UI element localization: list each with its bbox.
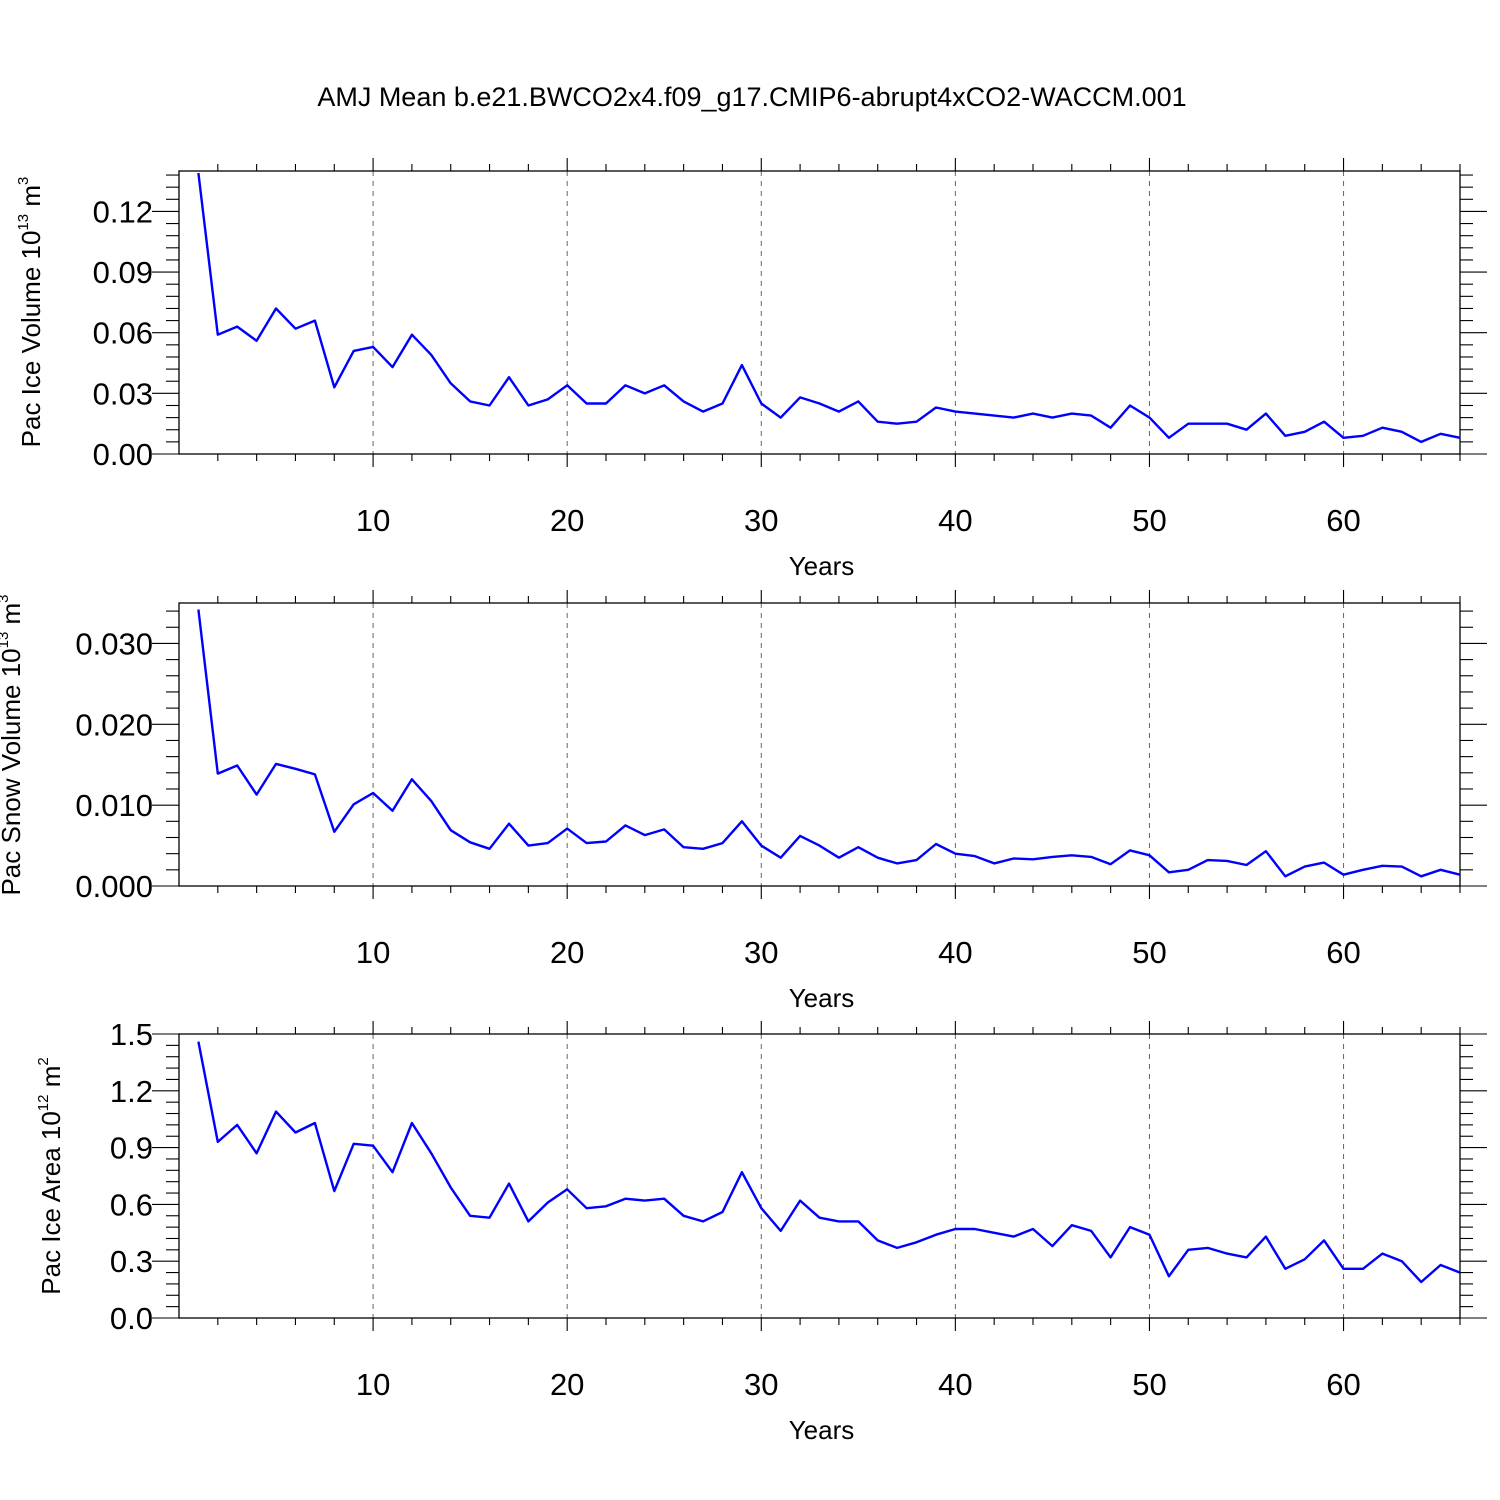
panel-3-x-tick-label: 10	[356, 1367, 390, 1402]
panel-2-x-tick-label: 60	[1326, 935, 1360, 970]
panel-2-y-axis-label-text: m	[0, 603, 26, 632]
panel-1-y-tick-label: 0.06	[93, 316, 153, 351]
panel-3-y-tick-label: 0.6	[110, 1187, 153, 1222]
panel-3-x-tick-label: 60	[1326, 1367, 1360, 1402]
panel-3-x-axis-label: Years	[789, 1415, 855, 1445]
panel-3-y-tick-label: 0.3	[110, 1244, 153, 1279]
panel-3-x-tick-label: 20	[550, 1367, 584, 1402]
panel-3-y-tick-label: 1.5	[110, 1017, 153, 1052]
panel-3-y-axis-label-text: Pac Ice Area 10	[36, 1111, 66, 1295]
panel-1-plot-frame	[178, 170, 1461, 455]
panel-2-x-tick-label: 50	[1132, 935, 1166, 970]
panel-1-y-axis-label: Pac Ice Volume 1013 m3	[15, 177, 46, 448]
panel-3-series-line	[197, 1041, 1461, 1284]
panel-3-x-tick-label: 40	[938, 1367, 972, 1402]
panel-2-x-tick-label: 40	[938, 935, 972, 970]
panel-2-y-tick-label: 0.000	[75, 869, 153, 904]
panel-3-y-axis-label-text: m	[36, 1066, 66, 1095]
panel-3-x-tick-label: 50	[1132, 1367, 1166, 1402]
panel-1-y-axis-label-superscript: 3	[15, 177, 32, 185]
panel-1-y-tick-label: 0.00	[93, 437, 153, 472]
panel-3-y-tick-label: 0.9	[110, 1131, 153, 1166]
panel-1-y-tick-label: 0.09	[93, 255, 153, 290]
panel-2-y-axis-label-superscript: 13	[0, 632, 12, 649]
panel-1-x-tick-label: 40	[938, 503, 972, 538]
panel-3-y-axis-label-superscript: 2	[35, 1057, 52, 1065]
panel-1-x-tick-label: 60	[1326, 503, 1360, 538]
panel-2-y-axis-label-superscript: 3	[0, 594, 12, 602]
panel-3-y-axis-label: Pac Ice Area 1012 m2	[35, 1057, 66, 1294]
panel-1-y-axis-label-text: Pac Ice Volume 10	[16, 231, 46, 448]
panel-2-y-axis-label-text: Pac Snow Volume 10	[0, 648, 26, 895]
panel-1-x-axis-label: Years	[789, 551, 855, 581]
panel-2-y-tick-label: 0.030	[75, 626, 153, 661]
panel-3-plot-frame	[178, 1033, 1461, 1319]
panel-2-x-tick-label: 20	[550, 935, 584, 970]
panel-1-x-tick-label: 10	[356, 503, 390, 538]
panel-1-y-tick-label: 0.03	[93, 376, 153, 411]
panel-1-x-tick-label: 30	[744, 503, 778, 538]
panel-2-plot-frame	[178, 602, 1461, 887]
chart-title: AMJ Mean b.e21.BWCO2x4.f09_g17.CMIP6-abr…	[317, 82, 1186, 112]
panel-2-series-line	[197, 609, 1461, 878]
panel-1-y-tick-label: 0.12	[93, 194, 153, 229]
panel-1-series-line	[197, 172, 1461, 444]
panel-2-y-tick-label: 0.010	[75, 788, 153, 823]
panel-3-y-tick-label: 1.2	[110, 1074, 153, 1109]
panel-1-y-axis-label-text: m	[16, 185, 46, 214]
panel-3-y-axis-label-superscript: 12	[35, 1094, 52, 1111]
panel-3-x-tick-label: 30	[744, 1367, 778, 1402]
panel-2-y-tick-label: 0.020	[75, 707, 153, 742]
panel-1-x-tick-label: 20	[550, 503, 584, 538]
panel-2-y-axis-label: Pac Snow Volume 1013 m3	[0, 594, 26, 895]
panel-2-x-tick-label: 10	[356, 935, 390, 970]
panel-1-x-tick-label: 50	[1132, 503, 1166, 538]
panel-2-x-axis-label: Years	[789, 983, 855, 1013]
panel-2-x-tick-label: 30	[744, 935, 778, 970]
panel-1-y-axis-label-superscript: 13	[15, 214, 32, 231]
panel-3-y-tick-label: 0.0	[110, 1301, 153, 1336]
